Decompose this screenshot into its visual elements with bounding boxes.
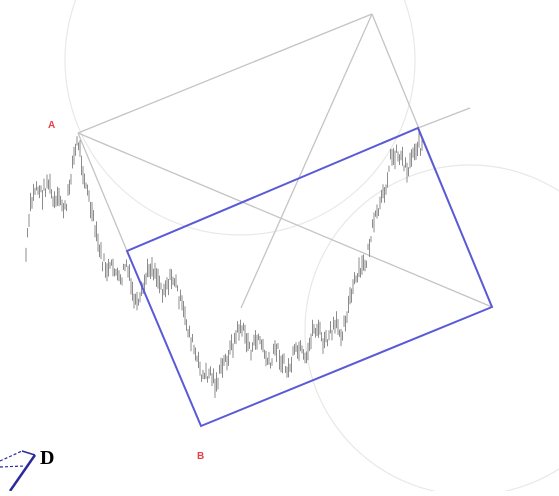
point-label-d: D (40, 447, 54, 469)
corner-dash-top (0, 450, 23, 462)
construction-lines (77, 13, 493, 309)
price-series (25, 130, 423, 398)
corner-mark (0, 450, 37, 492)
corner-diagonal (8, 454, 37, 492)
construction-circle (304, 164, 559, 496)
point-label-b: B (197, 451, 204, 462)
construction-diagonal-b (240, 13, 373, 309)
construction-line-top (77, 13, 373, 134)
channel-rectangle (125, 126, 494, 428)
construction-extension (417, 107, 471, 129)
construction-diagonal-a (77, 132, 493, 308)
construction-line-left (77, 132, 128, 252)
corner-edge (21, 450, 36, 456)
construction-circle (64, 0, 416, 236)
point-label-a: A (48, 120, 55, 131)
corner-dash-bottom (0, 465, 25, 468)
